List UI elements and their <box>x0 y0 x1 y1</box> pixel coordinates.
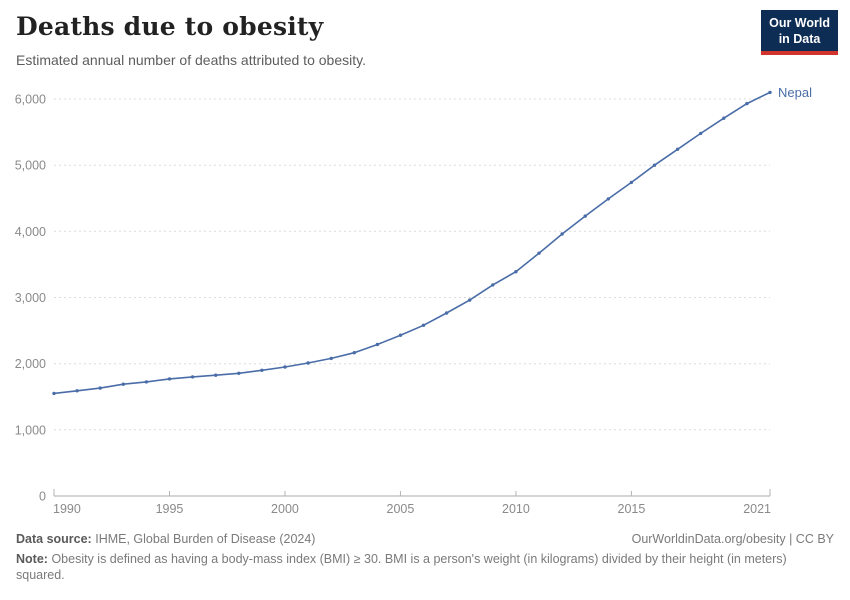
data-source-text: IHME, Global Burden of Disease (2024) <box>95 532 316 546</box>
data-point <box>329 356 333 361</box>
owid-logo-line2: in Data <box>778 32 821 46</box>
series-end-label: Nepal <box>778 85 812 100</box>
x-tick-label: 2015 <box>618 502 646 516</box>
data-point <box>121 382 126 386</box>
x-tick-label: 2010 <box>502 502 530 516</box>
data-point <box>352 351 356 355</box>
data-point <box>768 90 772 95</box>
y-tick-label: 1,000 <box>15 423 46 437</box>
data-point <box>606 197 610 201</box>
data-source-label: Data source: <box>16 532 92 546</box>
line-chart: 0 1,000 2,000 3,000 4,000 5,000 6,000 1990 1995 2… <box>15 85 812 516</box>
data-point <box>260 368 264 372</box>
data-point <box>306 361 310 365</box>
data-point <box>167 377 172 381</box>
owid-logo[interactable]: Our World in Data <box>761 10 838 55</box>
x-tick-label: 2021 <box>743 502 771 516</box>
data-point <box>652 163 657 167</box>
x-tick-label: 2000 <box>271 502 299 516</box>
chart-note: Note: Obesity is defined as having a bod… <box>16 551 834 584</box>
data-point <box>144 380 149 384</box>
data-point <box>583 214 587 218</box>
x-tick-label: 1995 <box>156 502 184 516</box>
owid-logo-line1: Our World <box>769 16 830 30</box>
data-point <box>375 342 380 347</box>
note-label: Note: <box>16 551 48 566</box>
chart-title: Deaths due to obesity <box>16 12 324 41</box>
y-tick-label: 4,000 <box>15 225 46 239</box>
y-tick-label: 0 <box>39 490 46 504</box>
data-point <box>190 375 195 379</box>
chart-subtitle: Estimated annual number of deaths attrib… <box>16 52 366 68</box>
y-tick-label: 5,000 <box>15 159 46 173</box>
attribution-text[interactable]: OurWorldinData.org/obesity | CC BY <box>631 532 834 546</box>
data-point <box>444 311 449 315</box>
y-tick-label: 2,000 <box>15 357 46 371</box>
data-point <box>537 251 541 255</box>
series-line-nepal <box>53 91 771 395</box>
data-point <box>722 116 726 120</box>
data-point <box>560 232 564 236</box>
data-point <box>421 323 426 327</box>
attribution-link[interactable]: OurWorldinData.org/obesity | CC BY <box>632 531 834 548</box>
y-tick-label: 3,000 <box>15 291 46 305</box>
data-point <box>52 391 56 396</box>
data-point <box>98 386 102 390</box>
data-point <box>237 371 241 375</box>
data-point <box>491 283 495 287</box>
data-point <box>629 180 634 185</box>
x-tick-label: 1990 <box>53 502 81 516</box>
y-tick-label: 6,000 <box>15 93 46 107</box>
x-tick-label: 2005 <box>387 502 415 516</box>
data-point <box>283 365 287 369</box>
data-point <box>514 270 518 274</box>
data-point <box>214 373 218 377</box>
data-point <box>468 298 472 302</box>
data-point <box>398 333 403 337</box>
chart-footer: Data source: IHME, Global Burden of Dise… <box>16 531 834 584</box>
data-point <box>675 147 680 151</box>
data-point <box>75 389 79 393</box>
data-point <box>745 101 749 106</box>
data-point <box>699 131 703 136</box>
note-text: Obesity is defined as having a body-mass… <box>16 551 787 583</box>
data-source: Data source: IHME, Global Burden of Dise… <box>16 531 315 548</box>
